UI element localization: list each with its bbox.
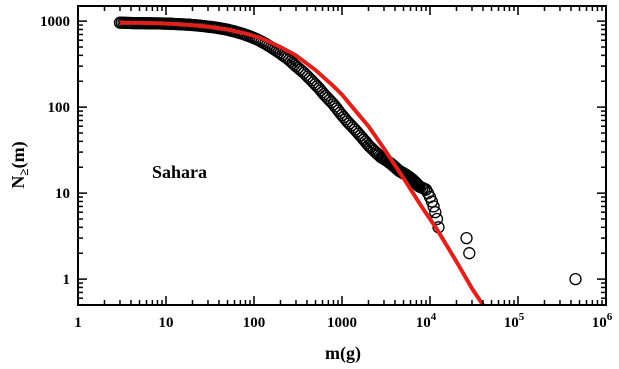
- x-tick-label-exp: 5: [519, 311, 525, 323]
- data-point: [299, 68, 313, 81]
- data-point: [569, 272, 582, 286]
- data-point: [291, 61, 305, 74]
- x-tick-label: 1000: [327, 315, 357, 331]
- ticks-layer: [77, 6, 606, 306]
- x-tick-label: 1: [74, 315, 82, 331]
- y-tick-label: 10: [55, 186, 70, 202]
- y-tick-label: 100: [48, 100, 71, 116]
- y-axis-label: N≥(m): [8, 141, 31, 188]
- x-tick-labels: 1 10 100 1000 104 105 106: [74, 311, 613, 331]
- data-point: [418, 182, 431, 195]
- data-point: [335, 108, 349, 122]
- data-point: [460, 231, 473, 245]
- x-tick-label-exp: 6: [607, 311, 613, 323]
- x-tick-label-base: 10: [592, 315, 607, 331]
- y-axis-label-sub: ≥: [16, 168, 31, 175]
- data-point: [307, 76, 320, 89]
- y-tick-labels: 1 10 100 1000: [40, 14, 70, 288]
- x-tick-label-base: 10: [504, 315, 519, 331]
- annotation-label: Sahara: [152, 162, 207, 182]
- data-point: [427, 200, 440, 213]
- x-tick-label: 100: [243, 315, 266, 331]
- x-tick-label: 105: [504, 311, 525, 331]
- data-point: [463, 247, 476, 260]
- data-point: [364, 140, 377, 154]
- plot-frame: [77, 5, 607, 306]
- fit-line: [119, 20, 485, 307]
- y-tick-label: 1: [63, 272, 71, 288]
- data-point: [328, 100, 342, 113]
- y-axis-label-main: N: [8, 176, 28, 189]
- data-point: [321, 91, 334, 105]
- data-points-layer: [113, 16, 582, 286]
- x-tick-label-exp: 4: [431, 311, 437, 323]
- data-point: [425, 195, 439, 208]
- data-point: [314, 84, 327, 97]
- y-axis-label-tail: (m): [8, 141, 29, 168]
- data-point: [429, 206, 442, 219]
- x-tick-label: 104: [416, 311, 437, 331]
- x-axis-label: m(g): [325, 343, 361, 364]
- fit-line-layer: [119, 20, 485, 307]
- data-point: [357, 133, 370, 146]
- x-tick-label: 10: [159, 315, 174, 331]
- data-point: [343, 117, 356, 130]
- data-point: [350, 125, 363, 138]
- y-tick-label: 1000: [40, 14, 70, 30]
- x-tick-label-base: 10: [416, 315, 431, 331]
- data-point: [284, 55, 297, 68]
- x-tick-label: 106: [592, 311, 613, 331]
